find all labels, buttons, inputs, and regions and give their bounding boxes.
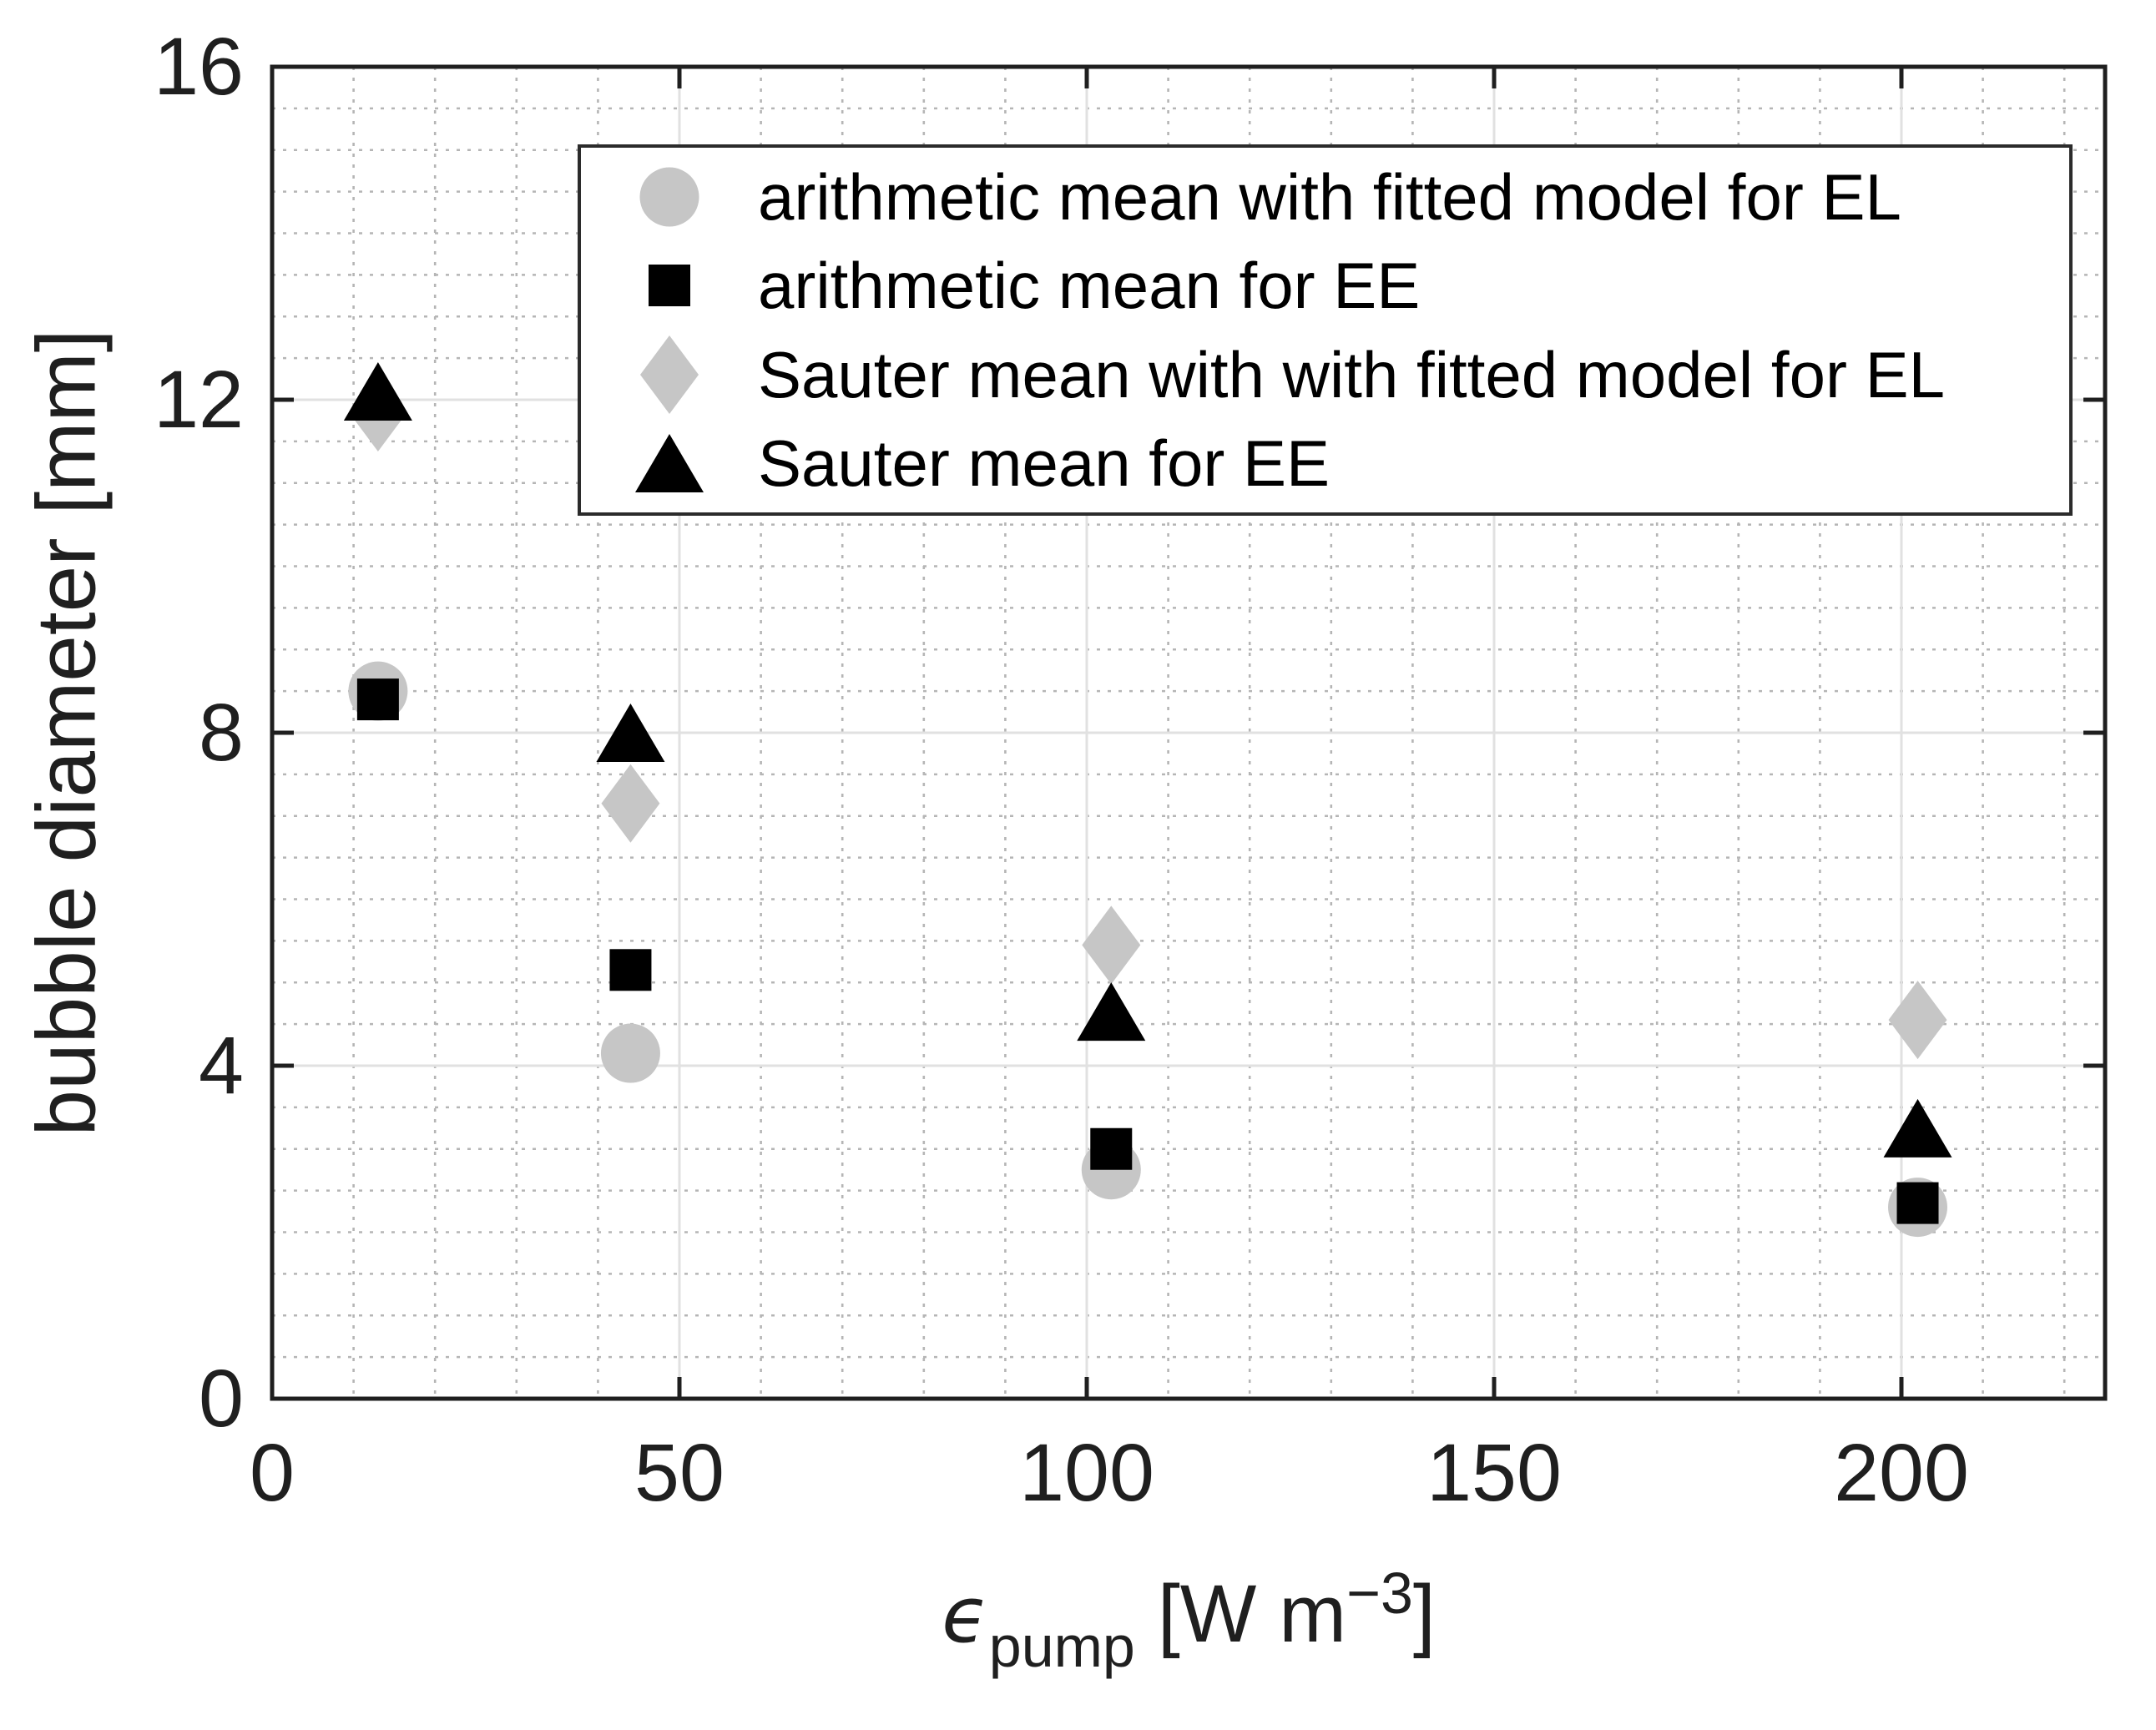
legend-label: Sauter mean with with fitted model for E… (758, 337, 1946, 411)
data-point (343, 362, 412, 421)
legend-label: arithmetic mean with fitted model for EL (758, 160, 1901, 235)
data-point (1090, 1127, 1133, 1170)
legend-label: arithmetic mean for EE (758, 249, 1421, 323)
axis-ticks (270, 64, 2105, 1401)
data-point (596, 704, 665, 762)
x-tick-label: 200 (1834, 1427, 1969, 1518)
data-point (1082, 905, 1141, 985)
x-axis-unit-exponent: −3 (1346, 1561, 1413, 1626)
data-point (609, 949, 652, 991)
x-tick-label: 50 (634, 1427, 725, 1518)
y-tick-label: 16 (154, 21, 244, 112)
y-tick-label: 4 (199, 1020, 244, 1111)
series-square (356, 678, 1939, 1224)
data-point (600, 1023, 660, 1083)
y-tick-label: 8 (199, 687, 244, 778)
square-marker-icon (581, 244, 758, 327)
diamond-marker-icon (581, 333, 758, 416)
epsilon-symbol: ϵ (942, 1571, 989, 1660)
series-circle (348, 661, 1948, 1238)
x-axis-label-subscript: pump (988, 1614, 1135, 1679)
data-point (1077, 982, 1146, 1042)
y-tick-label: 12 (154, 354, 244, 445)
x-tick-label: 0 (250, 1427, 295, 1518)
legend-box: arithmetic mean with fitted model for EL… (578, 144, 2073, 516)
circle-marker-icon (581, 155, 758, 239)
legend-entry-sauter-mean-ee: Sauter mean for EE (581, 421, 2069, 505)
y-tick-label: 0 (199, 1353, 244, 1444)
x-axis-unit-close: ] (1412, 1568, 1436, 1659)
series-triangle (343, 362, 1952, 1158)
x-tick-label: 150 (1426, 1427, 1562, 1518)
triangle-marker-icon (581, 421, 758, 505)
y-axis-label: bubble diameter [mm] (19, 329, 114, 1137)
x-axis-unit-open (1135, 1568, 1158, 1659)
data-point (356, 678, 399, 721)
legend-entry-arithmetic-mean-el: arithmetic mean with fitted model for EL (581, 155, 2069, 239)
legend-entry-sauter-mean-el: Sauter mean with with fitted model for E… (581, 333, 2069, 416)
data-point (1888, 981, 1947, 1060)
data-point (601, 764, 660, 843)
x-tick-label: 100 (1019, 1427, 1154, 1518)
x-axis-unit: [W m (1157, 1568, 1347, 1659)
legend-entry-arithmetic-mean-ee: arithmetic mean for EE (581, 244, 2069, 327)
x-axis-label: ϵpump [W m−3] (942, 1561, 1436, 1679)
data-point (1896, 1182, 1939, 1224)
data-point (1883, 1098, 1952, 1158)
legend-label: Sauter mean for EE (758, 426, 1330, 500)
